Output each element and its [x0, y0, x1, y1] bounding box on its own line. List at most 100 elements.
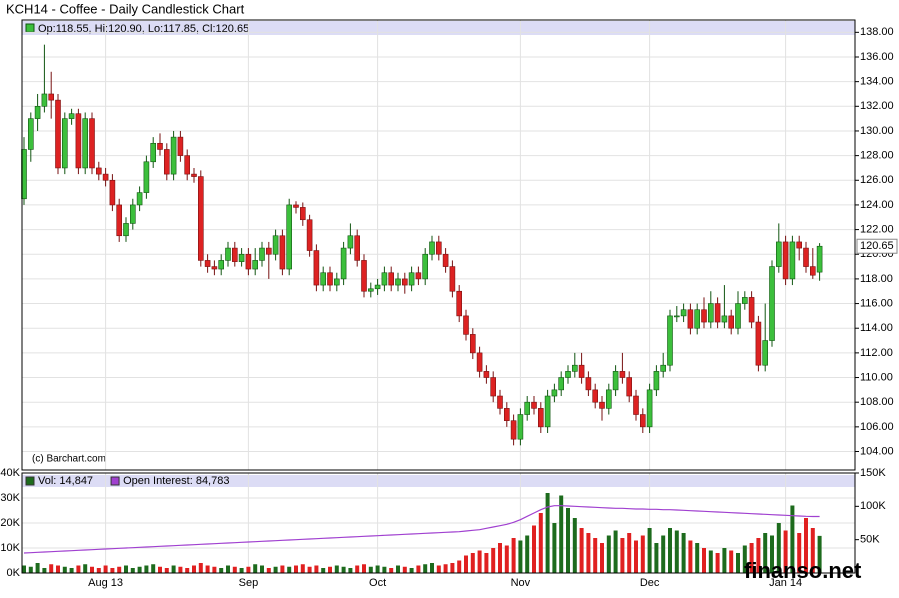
x-tick-label: Dec	[640, 577, 660, 589]
candle-body	[503, 408, 510, 421]
y-tick-label: 124.00	[860, 199, 894, 211]
volume-bar	[491, 548, 496, 573]
y-tick-label: 40K	[0, 467, 20, 479]
candle-body	[143, 161, 150, 193]
volume-bar	[736, 553, 740, 573]
candle-body	[687, 309, 694, 329]
y-tick-label: 114.00	[860, 322, 893, 334]
candle-body	[89, 118, 95, 169]
candle-body	[565, 371, 571, 378]
candle-body	[571, 364, 578, 372]
volume-bar	[770, 535, 774, 573]
candle-body	[381, 272, 388, 286]
candle-body	[225, 247, 231, 261]
candle-body	[789, 241, 796, 280]
volume-bar	[749, 543, 754, 573]
x-tick-label: Jan 14	[769, 577, 802, 589]
x-tick-label: Sep	[239, 577, 259, 589]
candle-body	[286, 204, 293, 270]
watermark: finanso.net	[744, 558, 862, 583]
candle-body	[164, 149, 170, 175]
candle-body	[721, 315, 728, 323]
volume-bar	[49, 564, 54, 573]
volume-bar	[688, 540, 693, 573]
volume-bar	[280, 565, 285, 573]
volume-bar	[246, 566, 251, 573]
candle-body	[483, 371, 490, 378]
candle-body	[333, 278, 340, 286]
volume-bar	[532, 525, 536, 573]
y-tick-label: 110.00	[860, 371, 893, 383]
candle-body	[510, 420, 517, 440]
volume-bar	[192, 565, 196, 573]
open-interest-line	[23, 505, 820, 554]
volume-bar	[389, 568, 394, 573]
volume-bar	[593, 538, 598, 573]
y-tick-label: 112.00	[860, 347, 893, 359]
candle-body	[48, 93, 55, 101]
y-tick-label: 134.00	[860, 76, 894, 88]
candle-body	[245, 253, 252, 270]
volume-bar	[477, 550, 482, 573]
volume-bar	[525, 535, 530, 573]
volume-bar	[695, 543, 700, 573]
y-tick-label: 104.00	[860, 445, 894, 457]
y-tick-label: 132.00	[860, 100, 894, 112]
candle-body	[293, 204, 299, 208]
volume-bar	[443, 564, 448, 573]
candle-body	[272, 235, 279, 255]
volume-bar	[674, 530, 679, 573]
candle-body	[796, 241, 803, 249]
candle-body	[109, 179, 116, 206]
y-tick-label: 130.00	[860, 125, 894, 137]
volume-bar	[62, 566, 67, 573]
volume-bar	[423, 564, 428, 573]
candle-body	[728, 315, 735, 329]
volume-bar	[28, 566, 33, 573]
candle-body	[116, 204, 122, 237]
candle-body	[755, 321, 762, 366]
volume-bar	[797, 533, 802, 573]
y-tick-label: 0K	[7, 567, 21, 579]
header-swatch	[25, 23, 35, 33]
volume-bar	[56, 565, 60, 573]
candle-body	[374, 284, 381, 290]
volume-bar	[219, 568, 224, 573]
volume-bar	[90, 566, 94, 573]
volume-bar	[790, 505, 795, 573]
candle-body	[449, 266, 456, 292]
volume-bar	[409, 568, 414, 573]
volume-bar	[552, 523, 557, 573]
candle-body	[626, 377, 633, 397]
volume-bar	[654, 543, 659, 573]
x-tick-label: Nov	[511, 577, 531, 589]
volume-bar	[287, 566, 292, 573]
candle-body	[429, 241, 435, 255]
volume-bar	[538, 513, 543, 573]
candle-body	[680, 309, 687, 317]
candle-body	[306, 219, 313, 251]
y-tick-label: 10K	[0, 542, 20, 554]
candle-body	[558, 377, 565, 391]
volume-bar	[382, 566, 387, 573]
candle-body	[660, 364, 667, 372]
legend-swatch	[110, 476, 120, 486]
candle-body	[299, 207, 306, 221]
volume-bar	[559, 495, 564, 573]
candle-body	[435, 241, 442, 255]
volume-bar	[22, 565, 26, 573]
volume-bar	[96, 568, 101, 573]
candle-body	[130, 204, 136, 224]
candle-body	[354, 235, 361, 261]
volume-bar	[130, 568, 135, 573]
candle-body	[401, 278, 408, 286]
candle-body	[136, 192, 143, 206]
volume-bar	[185, 568, 190, 573]
candle-body	[367, 288, 374, 292]
volume-bar	[260, 565, 264, 573]
volume-bar	[348, 568, 353, 573]
candle-body	[27, 118, 34, 150]
volume-bar	[355, 565, 360, 573]
volume-bar	[545, 493, 550, 573]
